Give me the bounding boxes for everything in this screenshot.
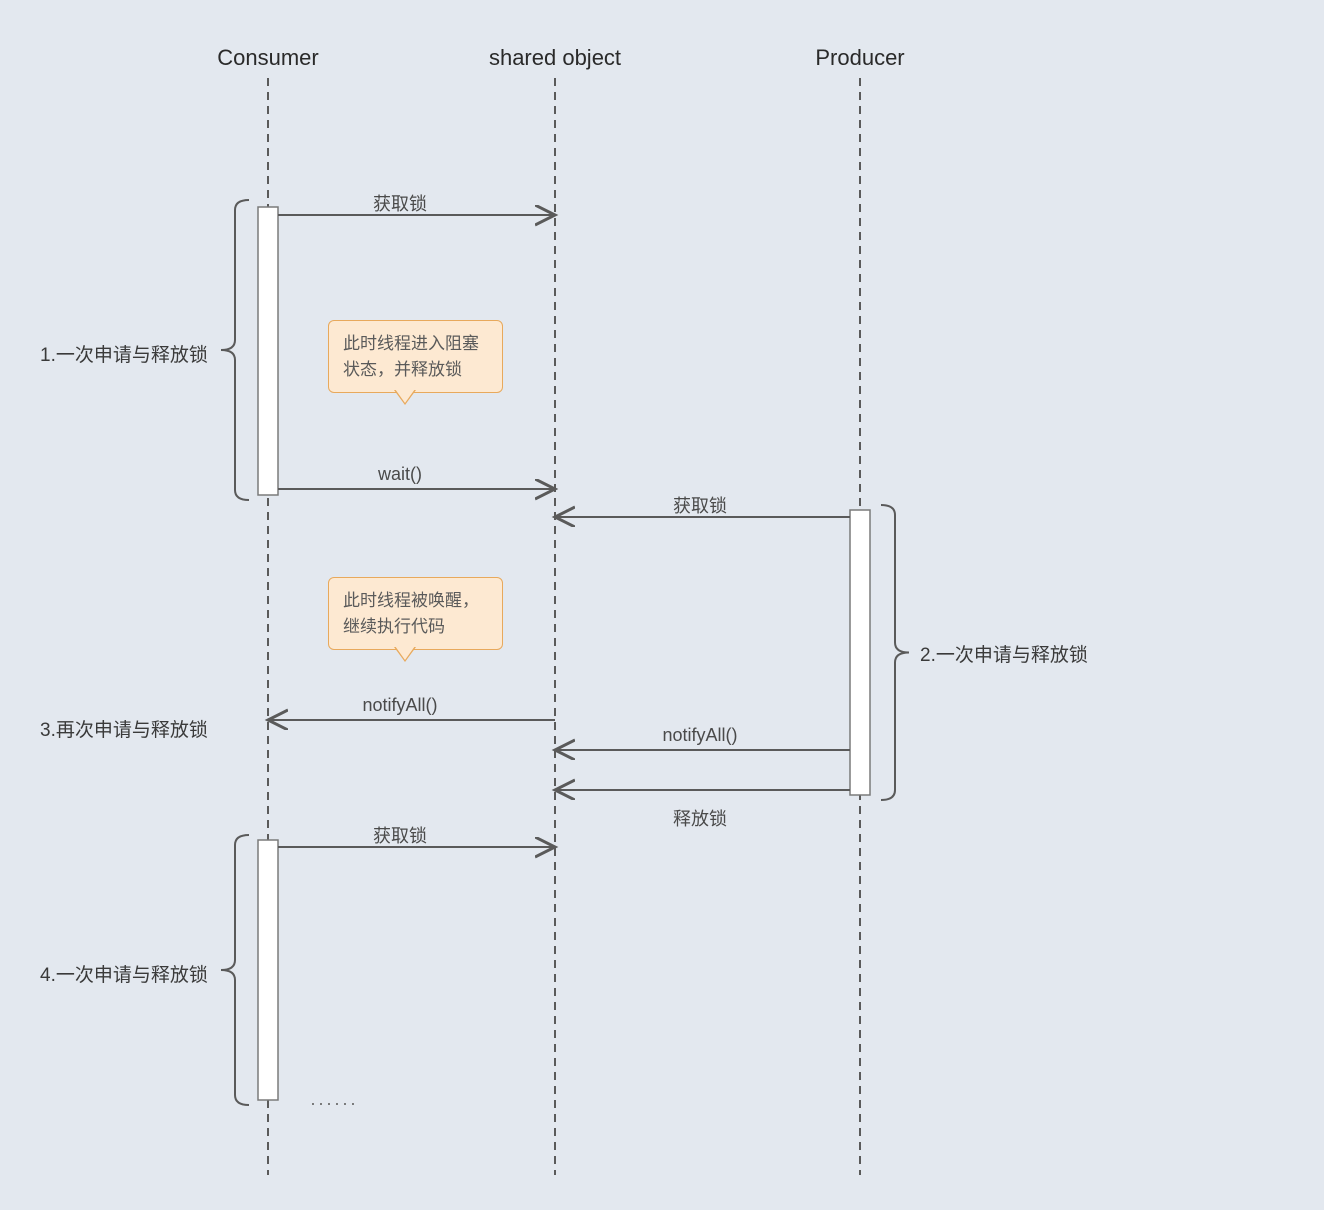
msg-label-5: 释放锁 bbox=[673, 805, 727, 831]
ellipsis: ······ bbox=[310, 1093, 358, 1114]
note-1-line2: 继续执行代码 bbox=[343, 617, 445, 636]
msg-label-1: wait() bbox=[378, 464, 422, 485]
msg-label-2: 获取锁 bbox=[673, 492, 727, 518]
note-1-line1: 此时线程被唤醒， bbox=[343, 591, 479, 610]
note-1-tail bbox=[395, 646, 415, 660]
msg-label-6: 获取锁 bbox=[373, 822, 427, 848]
note-0-tail bbox=[395, 389, 415, 403]
brace-label-4: 4.一次申请与释放锁 bbox=[40, 960, 208, 987]
brace-label-2: 2.一次申请与释放锁 bbox=[920, 640, 1088, 667]
msg-label-4: notifyAll() bbox=[662, 725, 737, 746]
note-1: 此时线程被唤醒， 继续执行代码 bbox=[328, 577, 503, 650]
brace-label-3: 3.再次申请与释放锁 bbox=[40, 715, 208, 742]
lifeline-label-producer: Producer bbox=[815, 45, 904, 71]
lifeline-label-consumer: Consumer bbox=[217, 45, 318, 71]
svg-layer bbox=[0, 0, 1324, 1210]
msg-label-0: 获取锁 bbox=[373, 190, 427, 216]
msg-label-3: notifyAll() bbox=[362, 695, 437, 716]
note-0-line2: 状态，并释放锁 bbox=[343, 360, 462, 379]
sequence-diagram: Consumer shared object Producer 获取锁 wait… bbox=[0, 0, 1324, 1210]
brace-label-1: 1.一次申请与释放锁 bbox=[40, 340, 208, 367]
note-0-line1: 此时线程进入阻塞 bbox=[343, 334, 479, 353]
lifeline-label-shared: shared object bbox=[489, 45, 621, 71]
note-0: 此时线程进入阻塞 状态，并释放锁 bbox=[328, 320, 503, 393]
